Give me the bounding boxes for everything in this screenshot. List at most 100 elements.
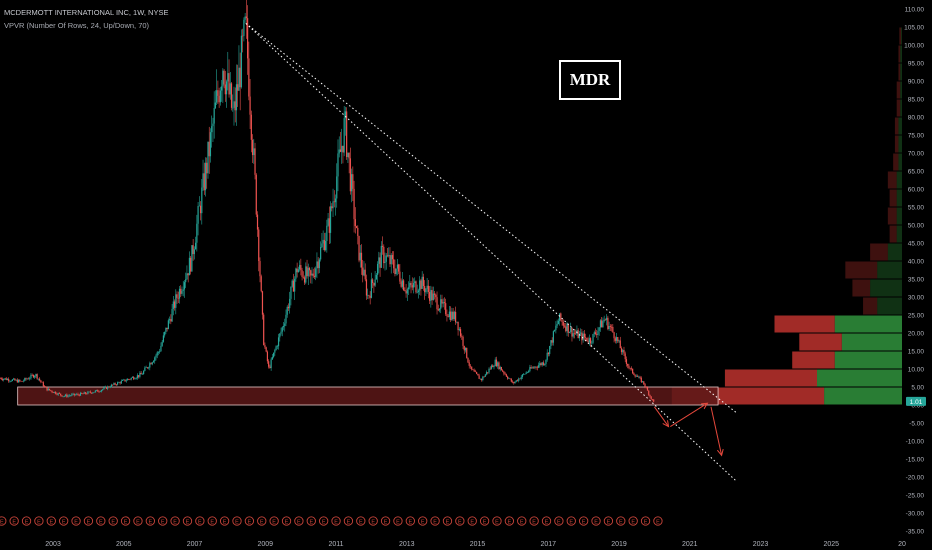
candle-body xyxy=(268,361,269,366)
candle-body xyxy=(261,276,262,291)
candle-body xyxy=(606,318,607,320)
candle-body xyxy=(216,90,217,102)
candle-body xyxy=(628,366,629,368)
candle-body xyxy=(367,295,368,296)
indicator-label[interactable]: VPVR (Number Of Rows, 24, Up/Down, 70) xyxy=(4,21,149,30)
candle-body xyxy=(594,332,595,334)
candle-body xyxy=(134,379,135,380)
earnings-marker-label: E xyxy=(99,519,103,525)
candle-body xyxy=(641,378,642,382)
candle-body xyxy=(492,365,493,367)
candle-body xyxy=(373,283,374,286)
candle-body xyxy=(554,330,555,331)
candle-body xyxy=(350,158,351,191)
candle-body xyxy=(500,367,501,369)
candle-body xyxy=(618,340,619,341)
candle-body xyxy=(502,370,503,371)
volume-profile-up-bar xyxy=(897,226,902,243)
candle-body xyxy=(258,230,259,262)
x-tick-label: 2021 xyxy=(682,541,698,548)
candle-body xyxy=(246,16,247,18)
candle-body xyxy=(632,369,633,373)
candle-body xyxy=(24,378,25,381)
candle-body xyxy=(107,386,108,388)
candle-body xyxy=(116,385,117,386)
candle-body xyxy=(279,334,280,338)
candle-body xyxy=(586,338,587,341)
candle-body xyxy=(162,342,163,346)
candle-body xyxy=(176,294,177,298)
candle-body xyxy=(141,373,142,374)
candle-body xyxy=(513,382,514,383)
candle-body xyxy=(652,399,653,400)
candle-body xyxy=(82,394,83,395)
volume-profile-down-bar xyxy=(845,262,877,279)
candle-body xyxy=(465,348,466,350)
candle-body xyxy=(131,378,132,379)
candle-body xyxy=(220,91,221,103)
earnings-marker-label: E xyxy=(49,519,53,525)
y-tick-label: 90.00 xyxy=(908,78,925,85)
candle-body xyxy=(419,280,420,290)
candle-body xyxy=(29,378,30,379)
earnings-marker-label: E xyxy=(582,519,586,525)
candle-body xyxy=(304,277,305,282)
candle-body xyxy=(630,368,631,369)
candle-body xyxy=(235,101,236,110)
candle-body xyxy=(98,392,99,393)
candle-body xyxy=(392,255,393,259)
candle-body xyxy=(462,337,463,346)
candle-body xyxy=(287,307,288,315)
candle-body xyxy=(158,352,159,353)
earnings-marker-label: E xyxy=(186,519,190,525)
candle-body xyxy=(418,290,419,292)
candle-body xyxy=(417,292,418,293)
candle-body xyxy=(297,269,298,273)
earnings-marker-label: E xyxy=(371,519,375,525)
candle-body xyxy=(277,346,278,347)
candle-body xyxy=(521,377,522,379)
candle-body xyxy=(97,390,98,392)
volume-profile-down-bar xyxy=(895,118,899,135)
candle-body xyxy=(77,394,78,395)
candle-body xyxy=(236,84,237,110)
candle-body xyxy=(118,382,119,383)
candle-body xyxy=(599,327,600,330)
candle-body xyxy=(123,380,124,381)
candle-body xyxy=(477,374,478,376)
candle-body xyxy=(197,206,198,224)
candle-body xyxy=(124,380,125,382)
volume-profile-up-bar xyxy=(897,172,902,189)
candle-body xyxy=(383,247,384,263)
earnings-marker-label: E xyxy=(74,519,78,525)
candle-body xyxy=(247,18,248,58)
candle-body xyxy=(225,84,226,94)
x-tick-label: 2025 xyxy=(823,541,839,548)
candle-body xyxy=(280,332,281,334)
lower-trendline xyxy=(246,23,736,480)
candle-body xyxy=(154,357,155,361)
candle-body xyxy=(71,394,72,395)
candle-body xyxy=(616,337,617,341)
candle-body xyxy=(648,391,649,395)
candle-body xyxy=(575,334,576,335)
candle-body xyxy=(589,338,590,342)
candle-body xyxy=(636,376,637,377)
candle-body xyxy=(535,367,536,368)
candle-body xyxy=(361,253,362,268)
candle-body xyxy=(329,218,330,233)
candle-body xyxy=(467,358,468,362)
y-tick-label: 105.00 xyxy=(904,24,924,31)
candle-body xyxy=(486,372,487,374)
candle-body xyxy=(401,282,402,287)
candle-body xyxy=(436,297,437,309)
candle-body xyxy=(561,320,562,322)
candle-body xyxy=(623,350,624,354)
candle-body xyxy=(538,365,539,367)
volume-profile-down-bar xyxy=(852,280,870,297)
candle-body xyxy=(145,367,146,368)
candle-body xyxy=(427,286,428,289)
candle-body xyxy=(451,312,452,320)
candle-body xyxy=(28,379,29,380)
